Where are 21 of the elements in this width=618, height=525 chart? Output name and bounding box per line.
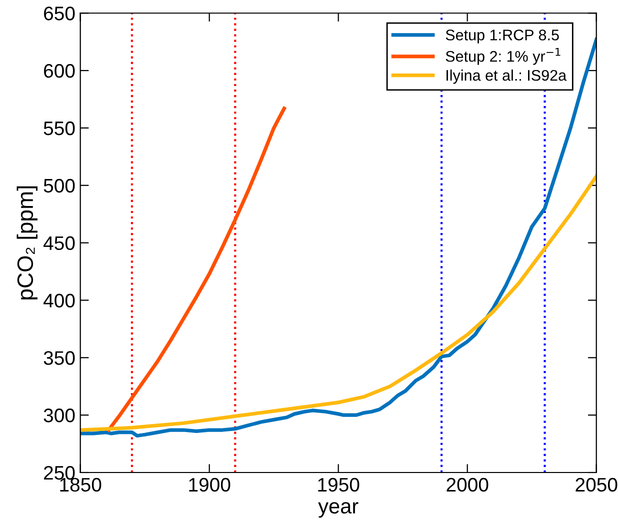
x-axis-title: year [318, 502, 358, 518]
y-tick-label: 250 [44, 466, 75, 480]
line-series [80, 174, 596, 432]
y-tick-label: 650 [44, 6, 75, 20]
y-tick-label: 300 [44, 408, 75, 422]
x-tick-label: 1850 [60, 478, 102, 492]
x-tick-label: 1900 [189, 478, 230, 492]
legend-label: Ilyina et al.: IS92a [446, 70, 567, 84]
y-tick-label: 350 [44, 351, 75, 365]
legend-label: Setup 2: 1% yr$^{−1}$ [446, 48, 560, 65]
y-axis-title: pCO₂ [ppm] [16, 186, 38, 300]
y-tick-label: 400 [43, 294, 75, 308]
x-tick-label: 2000 [446, 478, 488, 492]
legend-label: Setup 1:RCP 8.5 [446, 30, 559, 44]
x-tick-label: 2050 [576, 478, 618, 492]
y-tick-label: 600 [44, 64, 75, 78]
line-series [106, 106, 286, 432]
y-tick-label: 450 [43, 236, 75, 250]
x-tick-label: 1950 [318, 478, 360, 492]
y-tick-label: 500 [44, 178, 75, 193]
y-tick-label: 550 [44, 121, 75, 136]
